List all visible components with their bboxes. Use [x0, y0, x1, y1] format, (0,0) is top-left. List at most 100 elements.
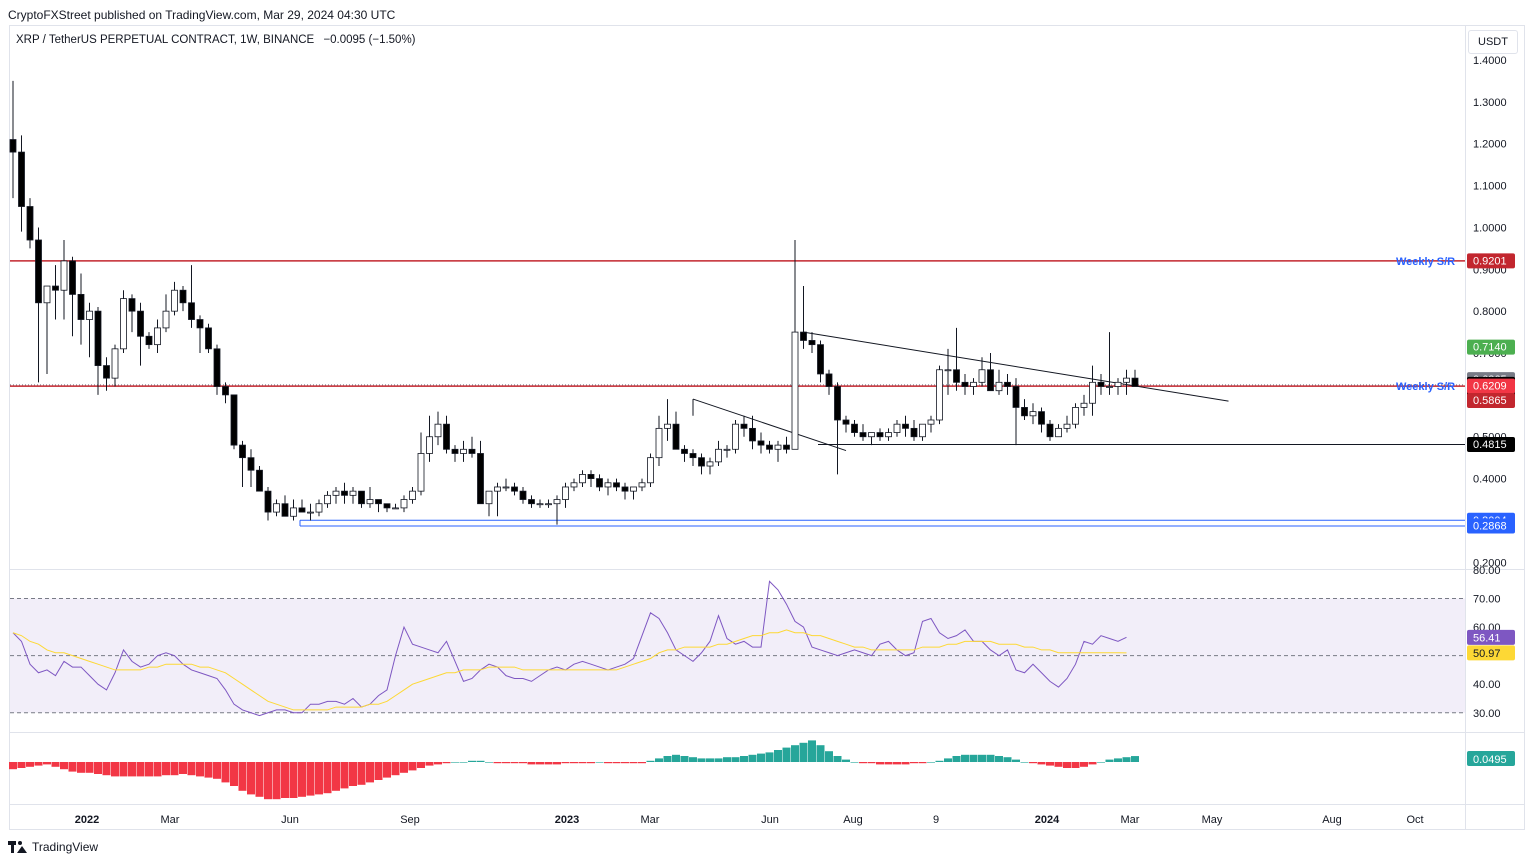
- candle-body: [349, 490, 357, 496]
- candle-body: [1114, 381, 1122, 387]
- histogram-bar: [204, 762, 213, 778]
- histogram-bar: [60, 762, 68, 770]
- candle-body: [341, 490, 348, 496]
- candle-body: [230, 394, 238, 446]
- candle-body: [179, 289, 187, 304]
- histogram-bar: [680, 756, 689, 762]
- candle-body: [205, 327, 212, 350]
- candle-body: [664, 423, 671, 429]
- x-tick-label: 2023: [555, 814, 579, 826]
- histogram-bar: [604, 762, 612, 764]
- histogram-bar: [646, 760, 655, 762]
- histogram-bar: [1020, 762, 1029, 763]
- histogram-bar: [493, 762, 502, 764]
- candle-body: [579, 474, 586, 484]
- histogram-bar: [544, 762, 553, 765]
- histogram-bar: [425, 762, 434, 766]
- histogram-bar: [961, 754, 969, 762]
- candle-body: [434, 423, 442, 438]
- candle-body: [536, 503, 544, 506]
- candle-body: [834, 386, 841, 421]
- candle-body: [902, 423, 909, 429]
- candle-body: [715, 448, 722, 463]
- candle-body: [1097, 381, 1105, 387]
- candle-body: [494, 486, 501, 492]
- histogram-bar: [17, 762, 26, 768]
- candle-body: [995, 381, 1003, 392]
- candle-body: [477, 453, 484, 505]
- histogram-bar: [825, 751, 833, 762]
- histogram-bar: [306, 762, 315, 796]
- y-tick-label: 1.0000: [1473, 222, 1507, 234]
- histogram-bar: [281, 762, 289, 798]
- candle-body: [86, 310, 93, 320]
- rsi-line: [12, 580, 1127, 717]
- rsi-tick-label: 80.00: [1473, 565, 1501, 577]
- histogram-bar: [9, 762, 17, 770]
- histogram-bar: [969, 754, 978, 762]
- publish-info: CryptoFXStreet published on TradingView.…: [8, 8, 396, 22]
- candle-body: [103, 365, 110, 379]
- symbol-legend: XRP / TetherUS PERPETUAL CONTRACT, 1W, B…: [16, 34, 416, 46]
- histogram-bar: [485, 762, 493, 763]
- histogram-bar: [357, 762, 366, 785]
- tradingview-logo[interactable]: TradingView: [8, 840, 98, 854]
- histogram-bar: [196, 762, 204, 777]
- candle-body: [1063, 423, 1071, 429]
- candle-body: [749, 427, 756, 442]
- candle-body: [485, 490, 493, 505]
- histogram-bar: [808, 740, 816, 762]
- rsi-tick-label: 30.00: [1473, 708, 1501, 720]
- histogram-bar: [272, 762, 281, 800]
- x-tick-label: 2024: [1035, 814, 1060, 826]
- candle-body: [281, 503, 289, 517]
- histogram-bar: [1054, 762, 1063, 767]
- candle-body: [553, 499, 561, 505]
- histogram-bar: [1012, 759, 1020, 762]
- histogram-bar: [230, 762, 238, 786]
- histogram-bar: [1037, 762, 1046, 765]
- histogram-bar: [451, 762, 459, 763]
- candle-body: [9, 139, 17, 153]
- histogram-bar: [791, 745, 799, 762]
- histogram-bar: [289, 762, 298, 798]
- histogram-bar: [1063, 762, 1071, 768]
- y-tick-label: 1.2000: [1473, 139, 1507, 151]
- candle-body: [528, 499, 535, 505]
- candle-body: [1106, 386, 1113, 388]
- histogram-bar: [799, 742, 808, 762]
- histogram-bar: [714, 758, 723, 762]
- candle-body: [468, 448, 476, 454]
- candle-body: [706, 461, 714, 467]
- histogram-bar: [340, 762, 349, 789]
- histogram-bar: [995, 756, 1003, 762]
- candle-body: [1072, 407, 1079, 425]
- currency-selector[interactable]: USDT: [1468, 30, 1518, 54]
- candle-body: [332, 490, 340, 496]
- chart-frame: [9, 25, 1525, 830]
- histogram-bar: [757, 753, 765, 762]
- histogram-bar: [136, 762, 145, 777]
- y-tick-label: 1.4000: [1473, 55, 1507, 67]
- histogram-bar: [434, 762, 442, 765]
- candle-body: [69, 260, 76, 295]
- candle-body: [460, 448, 467, 454]
- candle-body: [264, 490, 272, 513]
- candle-body: [919, 423, 926, 438]
- histogram-bar: [408, 762, 417, 771]
- candle-body: [188, 302, 195, 320]
- candle-body: [400, 499, 408, 509]
- histogram-bar: [519, 762, 527, 764]
- candle-body: [647, 457, 654, 484]
- histogram-bar: [952, 756, 961, 762]
- histogram-bar: [740, 756, 748, 762]
- histogram-bar: [1080, 762, 1088, 767]
- histogram-bar: [867, 762, 876, 764]
- histogram-bar: [162, 762, 170, 776]
- candle-body: [511, 486, 518, 492]
- histogram-bar: [561, 762, 570, 764]
- histogram-bar: [1003, 757, 1012, 762]
- histogram-bar: [238, 762, 247, 791]
- histogram-bar: [638, 762, 646, 764]
